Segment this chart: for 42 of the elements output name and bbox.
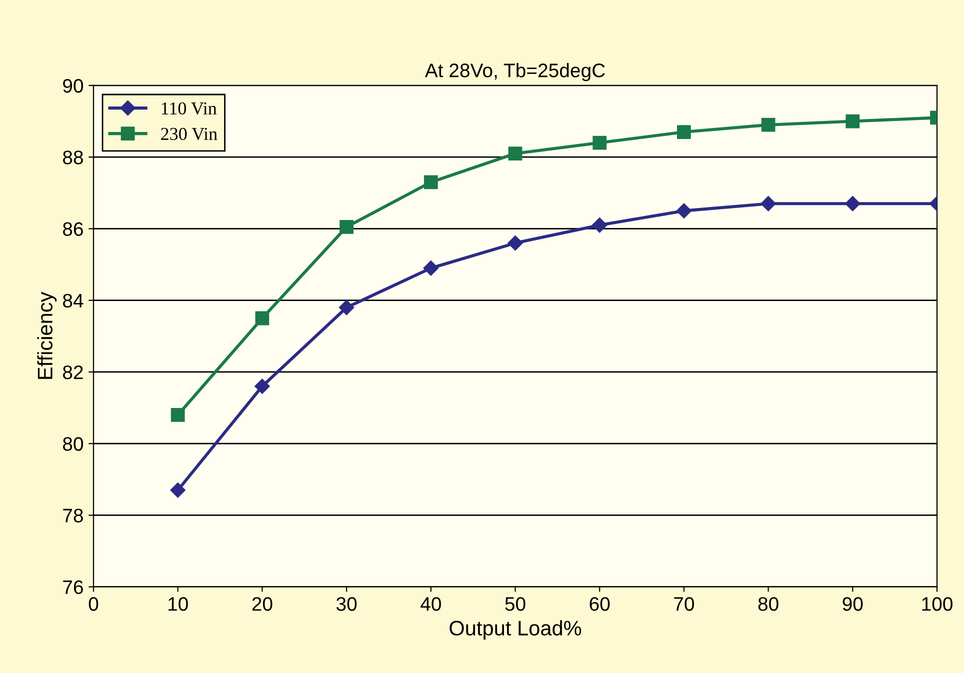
point (423, 260, 438, 276)
x-tick-label: 60 (590, 597, 610, 611)
y-tick-label: 86 (63, 222, 83, 236)
point (170, 408, 185, 422)
point (760, 196, 776, 212)
y-tick-label: 76 (63, 580, 83, 594)
point (846, 114, 860, 128)
y-tick-label: 80 (63, 437, 84, 451)
x-tick-label: 80 (758, 597, 778, 611)
x-tick-label: 50 (505, 597, 526, 611)
y-axis-title: Efficiency (37, 292, 57, 379)
x-tick-label: 100 (922, 597, 952, 611)
x-tick-label: 90 (842, 597, 863, 611)
chart-title: At 28Vo, Tb=25degC (424, 63, 605, 82)
point (170, 482, 186, 498)
point (592, 136, 607, 150)
point (340, 220, 354, 234)
point (255, 311, 270, 326)
y-tick-label: 90 (63, 78, 84, 93)
x-tick-label: 70 (674, 597, 694, 611)
point (424, 175, 438, 190)
x-tick-label: 0 (88, 597, 98, 611)
point (845, 196, 860, 212)
x-tick-label: 10 (168, 597, 188, 611)
point (676, 203, 692, 218)
y-tick-label: 82 (63, 365, 83, 380)
point (677, 125, 691, 139)
point (592, 218, 608, 233)
y-tick-label: 88 (63, 150, 83, 164)
x-tick-label: 40 (420, 597, 441, 611)
x-tick-label: 30 (336, 597, 357, 611)
y-tick-label: 84 (63, 294, 84, 308)
point (338, 300, 354, 316)
legend-label: 110 Vin (162, 102, 217, 115)
point (254, 378, 270, 394)
point (508, 146, 522, 160)
y-tick-label: 78 (63, 508, 83, 522)
x-tick-label: 20 (252, 597, 272, 611)
point (508, 235, 523, 251)
x-axis-title: Output Load% (450, 620, 582, 640)
point (761, 118, 776, 132)
legend-label: 230 Vin (161, 128, 218, 140)
